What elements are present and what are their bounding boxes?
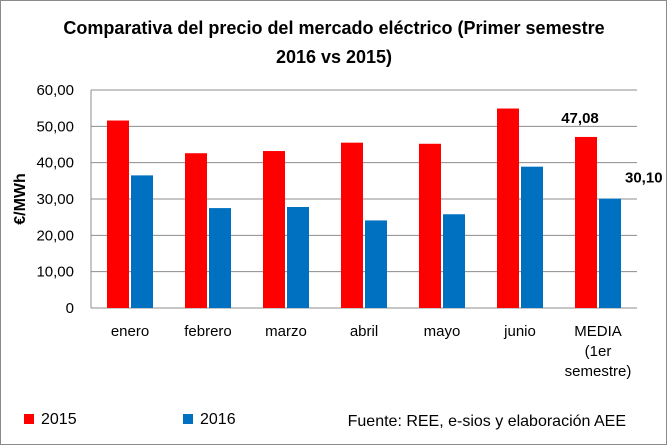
bar-2015-3 [341,142,363,308]
bar-2016-4 [443,214,465,308]
bar-2016-3 [365,220,387,308]
x-tick-label: febrero [184,323,232,340]
y-tick-label: 30,00 [36,191,74,208]
x-tick-label: marzo [265,323,307,340]
bar-2015-2 [263,151,285,308]
data-label: 47,08 [561,110,599,127]
bar-2016-5 [521,166,543,308]
x-tick-label: enero [111,323,149,340]
x-tick-label: (1er [585,343,612,360]
y-tick-label: 40,00 [36,155,74,172]
bar-2015-0 [107,120,129,309]
bar-2015-5 [497,108,519,308]
y-axis-label: €/MWh [12,173,29,225]
bar-2016-0 [131,175,153,308]
x-tick-label: MEDIA [574,323,622,340]
y-tick-label: 60,00 [36,82,74,99]
data-label: 30,10 [625,170,663,187]
y-tick-label: 50,00 [36,118,74,135]
legend-label: 2015 [41,411,77,428]
bar-2016-6 [599,198,621,308]
bar-2016-1 [209,208,231,308]
y-tick-label: 10,00 [36,264,74,281]
x-tick-label: abril [350,323,378,340]
x-tick-label: junio [503,323,536,340]
legend-swatch-2016 [183,414,193,424]
bar-2015-4 [419,143,441,308]
chart-title-line: 2016 vs 2015) [276,47,392,67]
bar-2016-2 [287,206,309,308]
x-tick-label: mayo [424,323,461,340]
x-tick-label: semestre) [565,363,632,380]
y-tick-label: 0 [66,300,74,317]
bar-2015-1 [185,153,207,308]
source-note: Fuente: REE, e-sios y elaboración AEE [348,413,626,430]
y-tick-label: 20,00 [36,227,74,244]
legend-swatch-2015 [24,414,34,424]
legend-label: 2016 [200,411,236,428]
bar-2015-6 [575,136,597,308]
chart-title-line: Comparativa del precio del mercado eléct… [63,18,604,38]
